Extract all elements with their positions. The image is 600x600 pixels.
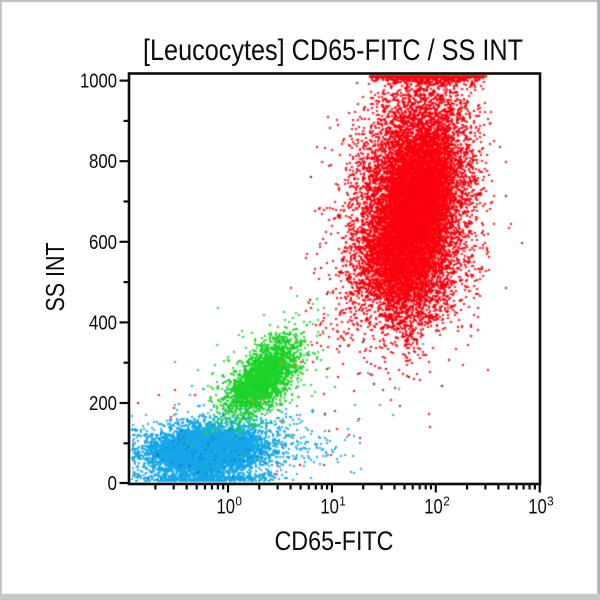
- svg-text:10: 10: [217, 496, 236, 519]
- svg-text:400: 400: [89, 312, 117, 334]
- svg-text:CD65-FITC: CD65-FITC: [275, 526, 394, 556]
- svg-text:2: 2: [443, 494, 450, 509]
- svg-text:1: 1: [339, 494, 346, 509]
- svg-text:0: 0: [108, 473, 118, 495]
- svg-text:SS INT: SS INT: [40, 242, 70, 311]
- svg-text:3: 3: [547, 494, 554, 509]
- svg-text:10: 10: [320, 496, 339, 519]
- svg-text:10: 10: [424, 496, 443, 519]
- svg-text:600: 600: [89, 232, 117, 254]
- svg-text:200: 200: [89, 393, 117, 415]
- svg-text:10: 10: [528, 496, 547, 519]
- svg-text:0: 0: [235, 494, 242, 509]
- svg-text:1000: 1000: [80, 71, 117, 93]
- svg-text:800: 800: [89, 151, 117, 173]
- svg-text:[Leucocytes] CD65-FITC / SS IN: [Leucocytes] CD65-FITC / SS INT: [143, 34, 523, 67]
